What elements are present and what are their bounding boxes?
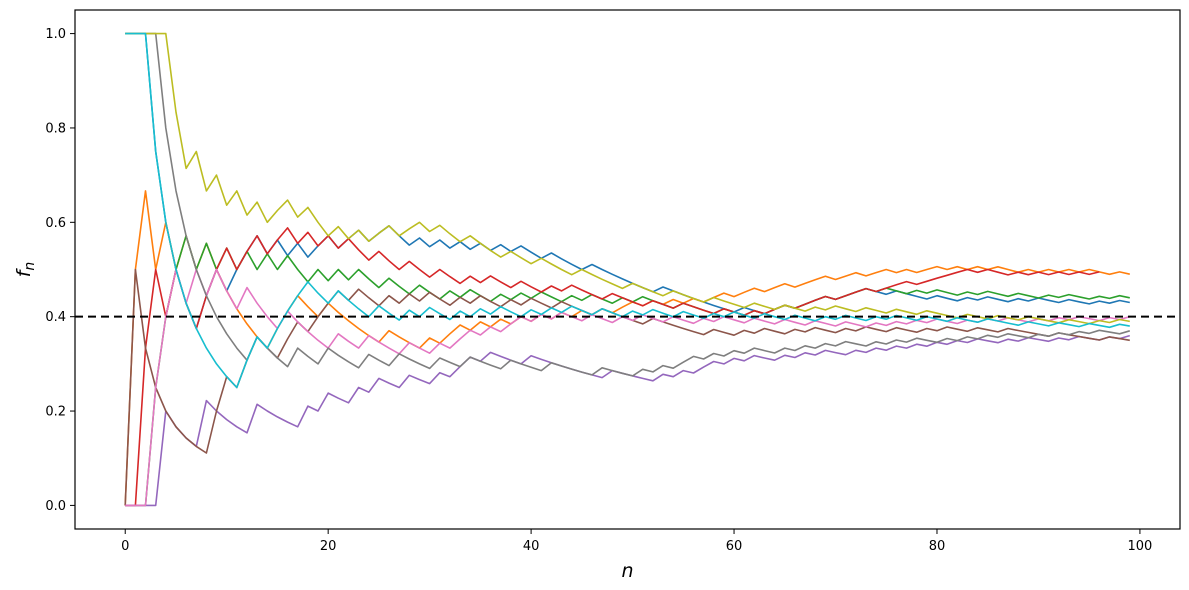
axis-ticks: 0 20 40 60 80 100 0.0 0.2 0.4 0.6 0.8 1.0 <box>45 27 1152 554</box>
series-line-run-7 <box>125 268 1131 507</box>
y-tick-label: 1.0 <box>45 27 66 42</box>
x-tick-label: 60 <box>726 539 743 554</box>
x-tick-label: 0 <box>121 539 129 554</box>
x-tick-label: 100 <box>1128 539 1153 554</box>
plot-frame <box>74 9 1181 530</box>
series-lines <box>124 32 1131 507</box>
plot-background <box>75 10 1180 529</box>
y-tick-label: 0.6 <box>45 216 66 231</box>
y-tick-label: 0.0 <box>45 499 66 514</box>
y-tick-label: 0.8 <box>45 121 66 136</box>
y-axis-label: fn <box>13 262 38 278</box>
plot-area <box>75 10 1180 529</box>
series-line-run-10 <box>125 32 1130 389</box>
axis-labels: n fn <box>13 262 634 582</box>
series-line-run-8 <box>125 32 1131 377</box>
x-tick-label: 80 <box>929 539 946 554</box>
x-tick-label: 40 <box>523 539 540 554</box>
x-tick-label: 20 <box>320 539 337 554</box>
y-tick-label: 0.4 <box>45 310 66 325</box>
series-line-run-4 <box>125 227 1100 507</box>
series-line-run-1 <box>125 32 1130 330</box>
y-tick-label: 0.2 <box>45 405 66 420</box>
axes-frame <box>74 9 1181 530</box>
x-axis-label: n <box>621 560 633 582</box>
